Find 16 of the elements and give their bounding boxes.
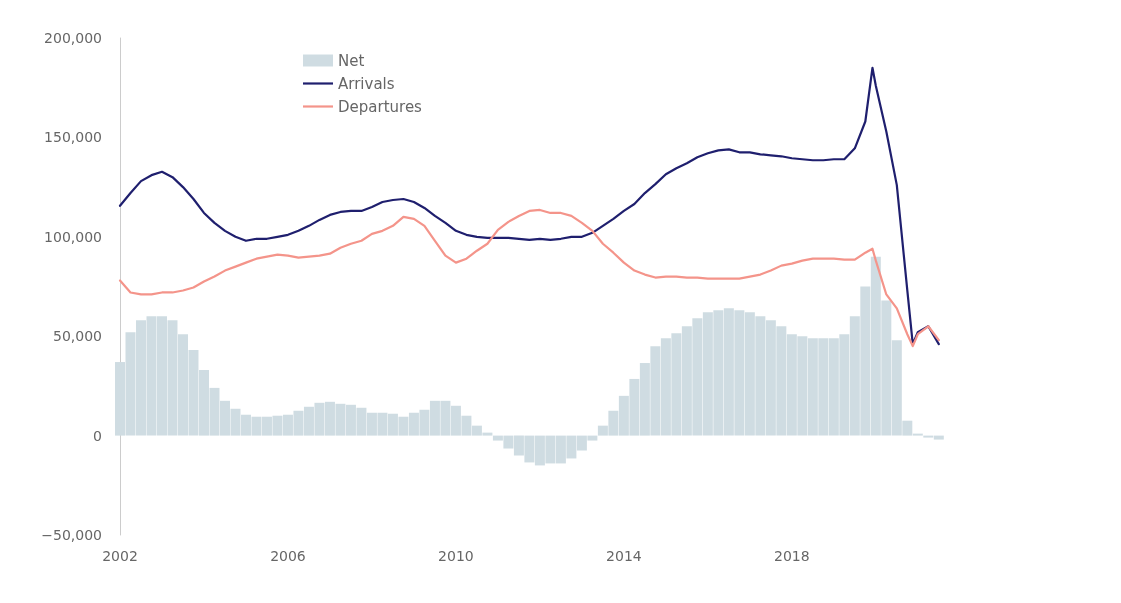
- x-tick-label: 2006: [270, 548, 306, 564]
- y-tick-label: 150,000: [44, 129, 102, 146]
- x-tick-label: 2014: [606, 548, 642, 564]
- legend-label: Arrivals: [338, 74, 395, 93]
- legend-label: Net: [338, 51, 365, 70]
- y-tick-label: −50,000: [41, 527, 102, 543]
- y-tick-label: 0: [93, 427, 102, 444]
- y-tick-label: 100,000: [44, 228, 102, 245]
- line-series: [118, 208, 940, 348]
- x-tick-label: 2010: [438, 548, 474, 564]
- line-series: [118, 66, 940, 346]
- y-tick-label: 200,000: [44, 30, 102, 46]
- y-tick-label: 50,000: [53, 328, 102, 345]
- legend-label: Departures: [338, 97, 423, 116]
- x-tick-label: 2018: [774, 548, 810, 564]
- x-tick-label: 2002: [102, 548, 138, 564]
